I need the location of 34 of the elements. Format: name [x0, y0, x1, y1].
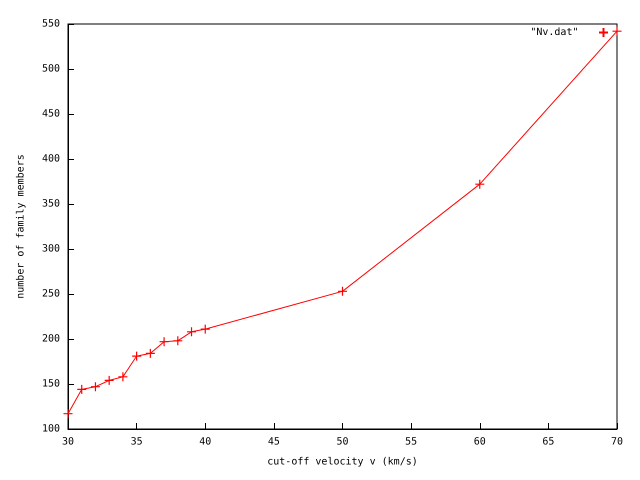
point: [474, 179, 485, 190]
point: [118, 372, 128, 382]
point: [145, 348, 156, 358]
point: [158, 336, 170, 347]
y-tick-label: 200: [42, 334, 60, 344]
y-tick-label: 150: [42, 378, 60, 390]
y-axis-title: number of family members: [16, 154, 26, 299]
y-tick-label: 350: [42, 198, 60, 210]
x-tick-label: 50: [336, 436, 349, 448]
x-tick-label: 40: [199, 436, 212, 448]
point: [186, 326, 197, 337]
x-tick-label: 30: [62, 436, 74, 448]
legend-label: "Nv.dat": [530, 27, 578, 38]
x-tick-label: 70: [610, 436, 624, 448]
point: [172, 336, 183, 346]
y-tick-label: 400: [42, 154, 60, 164]
x-tick-label: 60: [474, 436, 486, 448]
y-tick-label: 300: [42, 244, 60, 254]
y-tick-label: 500: [42, 64, 60, 74]
x-tick-label: 35: [130, 436, 143, 448]
point: [337, 286, 348, 296]
point: [90, 382, 101, 392]
y-tick-label: 250: [42, 288, 60, 300]
point: [104, 375, 114, 386]
x-axis-title: cut-off velocity v (km/s): [267, 456, 418, 468]
y-tick-label: 550: [42, 18, 60, 30]
point: [200, 324, 210, 334]
y-tick-label: 100: [42, 424, 60, 434]
x-tick-label: 45: [268, 436, 280, 448]
x-tick-label: 55: [405, 436, 418, 448]
point: [132, 351, 142, 362]
point: [76, 384, 87, 394]
x-tick-label: 65: [542, 436, 554, 448]
y-tick-label: 450: [42, 108, 60, 120]
